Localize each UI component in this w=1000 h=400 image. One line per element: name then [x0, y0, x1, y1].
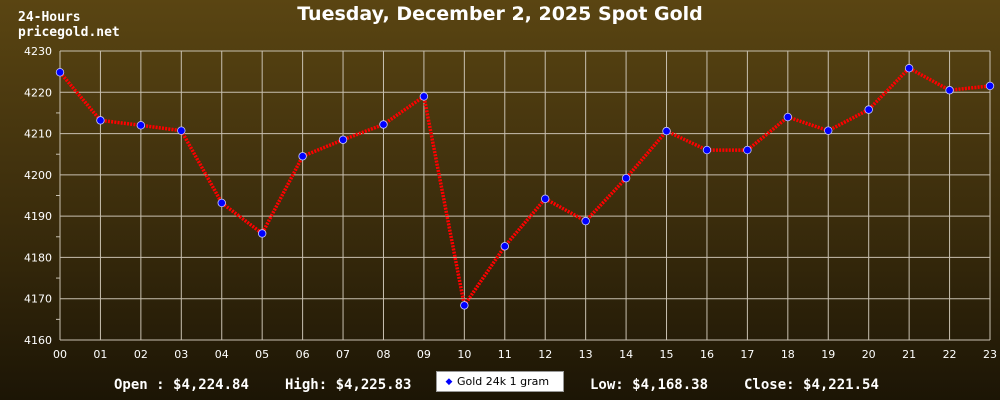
- high-label: High:: [285, 377, 336, 393]
- footer-stats: Open : $4,224.84 High: $4,225.83 ◆ Gold …: [0, 371, 1000, 397]
- data-point: [257, 229, 267, 238]
- data-point: [945, 86, 954, 95]
- high-stat: High: $4,225.83: [285, 377, 411, 393]
- x-tick-label: 03: [174, 348, 188, 361]
- data-point: [500, 242, 509, 251]
- y-tick-label: 4220: [24, 86, 52, 99]
- data-point: [298, 152, 307, 161]
- data-point: [419, 92, 429, 101]
- x-tick-label: 01: [93, 348, 107, 361]
- x-tick-label: 15: [660, 348, 674, 361]
- x-tick-label: 00: [53, 348, 67, 361]
- low-label: Low:: [590, 377, 633, 393]
- series-line: [58, 66, 991, 308]
- data-point: [460, 301, 469, 310]
- data-point: [581, 216, 590, 226]
- y-axis-ticks: 4160 4170 4180 4190 4200 4210 4220 4230: [24, 45, 52, 347]
- x-tick-label: 14: [619, 348, 633, 361]
- y-tick-label: 4160: [24, 334, 52, 347]
- data-point: [96, 116, 105, 125]
- x-tick-label: 23: [983, 348, 997, 361]
- series-line-path: [58, 66, 991, 308]
- x-tick-label: 07: [336, 348, 350, 361]
- x-tick-label: 21: [902, 348, 916, 361]
- x-axis-ticks: 00 01 02 03 04 05 06 07 08 09 10 11 12 13 14 15 16 17 18 19…: [53, 348, 997, 361]
- y-tick-label: 4200: [24, 169, 52, 182]
- data-point: [702, 145, 712, 155]
- x-tick-label: 19: [821, 348, 835, 361]
- x-tick-label: 06: [296, 348, 310, 361]
- close-stat: Close: $4,221.54: [744, 377, 879, 393]
- data-point: [904, 64, 914, 73]
- data-point: [55, 68, 65, 77]
- data-point: [541, 194, 550, 204]
- y-tick-label: 4210: [24, 128, 52, 141]
- x-tick-label: 02: [134, 348, 148, 361]
- x-tick-label: 22: [943, 348, 957, 361]
- grid: [56, 50, 991, 341]
- corner-label: 24-Hours pricegold.net: [18, 10, 120, 40]
- x-tick-label: 17: [740, 348, 754, 361]
- legend-marker-icon: ◆: [445, 376, 453, 387]
- y-tick-label: 4190: [24, 210, 52, 223]
- x-tick-label: 10: [457, 348, 471, 361]
- x-tick-label: 09: [417, 348, 431, 361]
- range-label: 24-Hours: [18, 10, 81, 25]
- x-tick-label: 04: [215, 348, 229, 361]
- high-value: $4,225.83: [335, 377, 412, 393]
- data-point: [379, 120, 388, 129]
- legend: ◆ Gold 24k 1 gram: [436, 371, 564, 392]
- x-tick-label: 05: [255, 348, 269, 361]
- legend-label: Gold 24k 1 gram: [457, 375, 550, 388]
- data-point: [217, 198, 226, 208]
- low-value: $4,168.38: [632, 377, 709, 393]
- x-tick-label: 16: [700, 348, 714, 361]
- x-tick-label: 12: [538, 348, 552, 361]
- x-tick-label: 20: [862, 348, 876, 361]
- data-point: [338, 135, 348, 144]
- chart-title: Tuesday, December 2, 2025 Spot Gold: [297, 3, 703, 25]
- low-stat: Low: $4,168.38: [590, 377, 708, 393]
- data-point: [783, 112, 793, 122]
- x-tick-label: 18: [781, 348, 795, 361]
- x-tick-label: 13: [579, 348, 593, 361]
- close-value: $4,221.54: [803, 377, 879, 393]
- series-points: [55, 64, 995, 310]
- open-stat: Open : $4,224.84: [114, 377, 249, 393]
- data-point: [621, 173, 631, 183]
- x-tick-label: 08: [376, 348, 390, 361]
- y-tick-label: 4170: [24, 293, 52, 306]
- data-point: [662, 126, 671, 136]
- close-label: Close:: [744, 377, 804, 393]
- y-tick-label: 4230: [24, 45, 52, 58]
- x-tick-label: 11: [498, 348, 512, 361]
- site-label: pricegold.net: [18, 25, 120, 40]
- data-point: [985, 81, 995, 91]
- data-point: [864, 105, 873, 114]
- data-point: [136, 121, 146, 130]
- open-value: $4,224.84: [173, 377, 249, 393]
- data-point: [824, 126, 833, 135]
- open-label: Open :: [114, 377, 174, 393]
- data-point: [743, 145, 752, 155]
- data-point: [177, 126, 186, 135]
- y-tick-label: 4180: [24, 251, 52, 264]
